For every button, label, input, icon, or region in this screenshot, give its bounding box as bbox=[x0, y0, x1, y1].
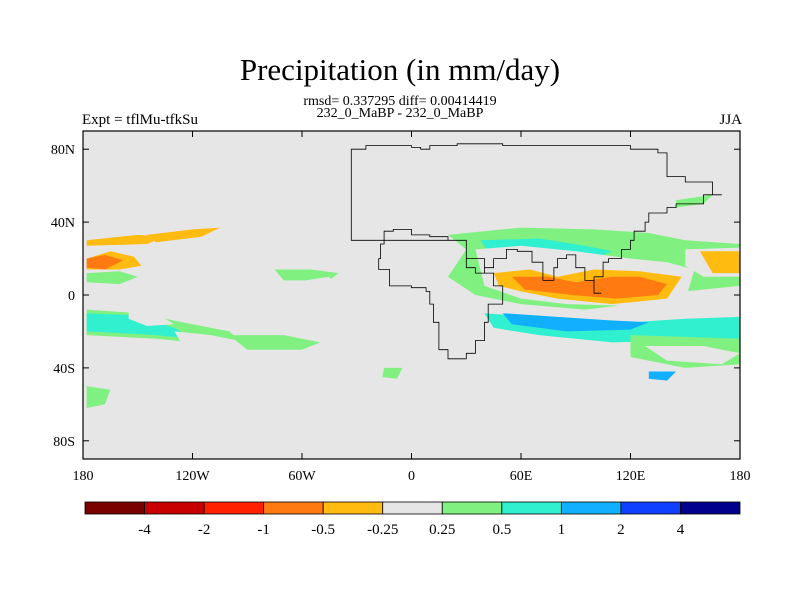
x-tick-label: 60E bbox=[510, 469, 533, 484]
precip-region-18 bbox=[502, 313, 649, 332]
x-tick-label: 180 bbox=[73, 469, 94, 484]
colorbar-label: 4 bbox=[677, 522, 685, 538]
precip-region-12 bbox=[274, 269, 339, 281]
season-label: JJA bbox=[719, 112, 742, 128]
x-tick-label: 0 bbox=[408, 469, 415, 484]
colorbar-label: 2 bbox=[617, 522, 625, 538]
colorbar-label: -0.25 bbox=[367, 522, 398, 538]
precip-region-3 bbox=[86, 254, 124, 270]
x-tick-label: 60W bbox=[288, 469, 316, 484]
colorbar-label: -2 bbox=[198, 522, 211, 538]
colorbar-box-0 bbox=[84, 501, 145, 515]
map-title: Precipitation (in mm/day) bbox=[239, 52, 561, 87]
precip-region-22 bbox=[511, 276, 667, 299]
precip-region-9 bbox=[174, 331, 266, 357]
precip-region-8 bbox=[86, 346, 166, 383]
y-tick-label: 80N bbox=[51, 143, 75, 158]
precip-region-14 bbox=[382, 367, 403, 379]
cases-line: 232_0_MaBP - 232_0_MaBP bbox=[316, 106, 484, 121]
colorbar-label: 0.25 bbox=[429, 522, 455, 538]
precip-region-10 bbox=[86, 386, 111, 408]
y-tick-label: 0 bbox=[68, 289, 75, 304]
precip-regions bbox=[86, 143, 740, 408]
colorbar-label: 0.5 bbox=[492, 522, 511, 538]
colorbar-box-4 bbox=[322, 501, 384, 515]
precip-region-24 bbox=[699, 251, 740, 274]
precip-region-4 bbox=[86, 271, 138, 285]
y-tick-label: 80S bbox=[53, 435, 75, 450]
y-tick-label: 40N bbox=[51, 216, 75, 231]
colorbar-label: -1 bbox=[257, 522, 270, 538]
precip-region-11 bbox=[229, 335, 321, 350]
stats-line: rmsd= 0.337295 diff= 0.00414419 bbox=[303, 94, 497, 109]
precip-region-6 bbox=[86, 313, 193, 339]
colorbar-label: -0.5 bbox=[311, 522, 335, 538]
colorbar-label: 1 bbox=[558, 522, 566, 538]
coastline bbox=[350, 143, 722, 360]
precip-region-13 bbox=[305, 276, 339, 303]
colorbar-box-5 bbox=[382, 501, 443, 515]
colorbar-box-2 bbox=[203, 501, 265, 515]
x-tick-label: 180 bbox=[730, 469, 751, 484]
colorbar-box-9 bbox=[620, 501, 681, 515]
precip-region-26 bbox=[615, 386, 640, 401]
experiment-label: Expt = tflMu-tfkSu bbox=[82, 112, 198, 128]
precip-region-1 bbox=[86, 234, 166, 246]
colorbar-label: -4 bbox=[138, 522, 151, 538]
precip-region-7 bbox=[128, 309, 175, 326]
colorbar-box-8 bbox=[560, 501, 622, 515]
x-tick-label: 120W bbox=[175, 469, 210, 484]
colorbar-box-1 bbox=[144, 501, 205, 515]
colorbar-box-10 bbox=[680, 501, 741, 515]
x-tick-label: 120E bbox=[616, 469, 646, 484]
precip-region-25 bbox=[645, 346, 740, 365]
precip-region-27 bbox=[648, 371, 677, 381]
colorbar-box-6 bbox=[441, 501, 503, 515]
colorbar-box-7 bbox=[501, 501, 562, 515]
precip-region-2 bbox=[146, 227, 220, 243]
y-tick-label: 40S bbox=[53, 362, 75, 377]
colorbar-box-3 bbox=[263, 501, 324, 515]
